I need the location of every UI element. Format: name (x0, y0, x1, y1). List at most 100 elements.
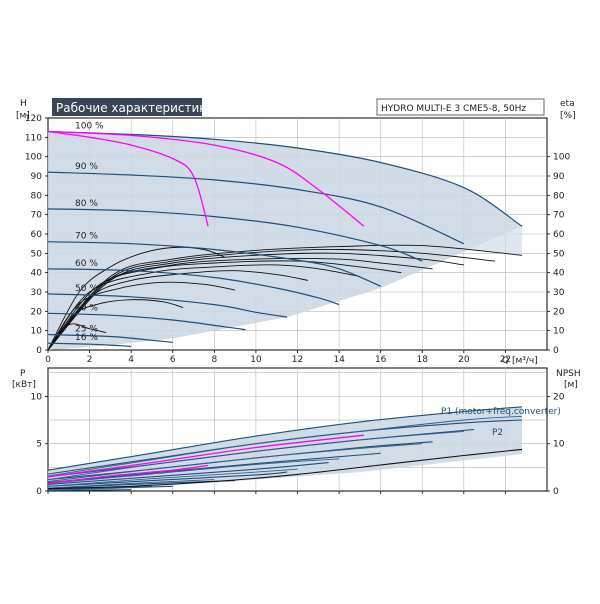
efficiency-curve (47, 264, 360, 351)
head-axis-unit: [м] (16, 111, 30, 121)
head-tick-label: 60 (31, 230, 43, 240)
head-tick-label: 50 (31, 249, 43, 259)
eta-axis-symbol: eta (560, 99, 575, 109)
npsh-curve (47, 448, 523, 490)
power-ticks-group: 0 5 10 0 10 20 (31, 392, 565, 497)
p1-annotation: P1 (motor+freq.converter) (441, 407, 561, 417)
efficiency-curve (47, 246, 225, 351)
p2-curve (47, 430, 464, 481)
power-axis-symbol: P (20, 369, 26, 379)
efficiency-curve (47, 244, 523, 351)
head-tick-label: 100 (25, 153, 42, 163)
speed-label: 50 % (75, 284, 98, 294)
head-tick-label: 10 (31, 327, 43, 337)
power-npsh-panel: 0 5 10 0 10 20 P [кВт] NPSH [м] P1 (motor+fre… (12, 367, 581, 497)
flow-tick-label: 8 (211, 355, 217, 365)
eta-tick-label: 100 (553, 153, 570, 163)
speed-label: 40 % (75, 303, 98, 313)
head-ticks-group: 0 2 4 6 8 10 12 14 16 18 20 22 0 10 20 30 40 50 60 70 80 90 10… (25, 114, 571, 365)
efficiency-curve (47, 323, 107, 351)
head-tick-label: 20 (31, 307, 43, 317)
npsh-tick-label: 0 (553, 487, 559, 497)
efficiency-curve (47, 252, 464, 351)
npsh-tick-label: 10 (553, 440, 565, 450)
p2-curve (47, 468, 298, 487)
head-tick-label: 120 (25, 114, 42, 124)
head-tick-label: 110 (25, 133, 42, 143)
npsh-axis-symbol: NPSH (556, 369, 581, 379)
p2-curve (47, 443, 423, 482)
p1-curve (47, 462, 329, 485)
speed-label: 70 % (75, 232, 98, 242)
flow-tick-label: 18 (417, 355, 429, 365)
flow-tick-label: 6 (170, 355, 176, 365)
flow-tick-label: 16 (375, 355, 387, 365)
power-tick-label: 0 (36, 487, 42, 497)
eta-tick-label: 90 (553, 172, 565, 182)
head-tick-label: 30 (31, 288, 43, 298)
eta-tick-label: 30 (553, 288, 565, 298)
p2-annotation: P2 (492, 428, 503, 438)
efficiency-envelope (48, 226, 522, 350)
head-envelope-group (48, 131, 522, 350)
eta-tick-label: 40 (553, 269, 565, 279)
efficiency-curves-group (47, 244, 523, 351)
model-label: HYDRO MULTI-E 3 CME5-8, 50Hz (381, 104, 526, 114)
p1-curve (47, 452, 381, 484)
flow-tick-label: 12 (292, 355, 303, 365)
npsh-axis-unit: [м] (564, 380, 578, 390)
highlighted-head-curve (47, 130, 209, 227)
head-curve (47, 342, 132, 348)
speed-label: 90 % (75, 162, 98, 172)
chart-title: Рабочие характеристики (56, 101, 214, 115)
efficiency-curve (47, 281, 236, 351)
head-curve (47, 208, 423, 262)
p2-curve (47, 479, 215, 489)
highlighted-power-curve (47, 464, 209, 485)
head-curves-group (47, 130, 523, 348)
head-tick-label: 90 (31, 172, 43, 182)
eta-tick-label: 20 (553, 307, 565, 317)
speed-label: 80 % (75, 199, 98, 209)
head-axis-symbol: H (20, 99, 27, 109)
title-badge (52, 98, 202, 116)
efficiency-curve (47, 270, 308, 351)
p1-curve (47, 406, 523, 471)
head-curve (47, 333, 173, 343)
head-curve (47, 268, 340, 306)
efficiency-curve (47, 260, 402, 351)
flow-axis-label: Q [м³/ч] (502, 356, 538, 366)
flow-tick-label: 10 (250, 355, 262, 365)
speed-label: 16 % (75, 333, 98, 343)
head-tick-label: 0 (36, 346, 42, 356)
eta-axis-unit: [%] (560, 111, 576, 121)
head-curve (47, 241, 381, 287)
npsh-tick-label: 20 (553, 392, 565, 402)
eta-tick-label: 10 (553, 327, 565, 337)
flow-tick-label: 14 (333, 355, 345, 365)
head-curve (47, 171, 465, 245)
flow-tick-label: 22 (500, 355, 511, 365)
p2-curve (47, 415, 523, 477)
head-tick-label: 80 (31, 191, 43, 201)
power-axis-unit: [кВт] (12, 380, 36, 390)
efficiency-curve (47, 299, 184, 351)
speed-labels-group: 100 % 90 % 80 % 70 % 60 % 50 % 40 % 25 %16 % (75, 122, 104, 344)
head-curve (47, 130, 523, 227)
highlighted-head-curves-group (47, 130, 365, 227)
power-curves-group (47, 406, 523, 492)
speed-label: 100 % (75, 122, 104, 132)
highlighted-power-curve (47, 434, 365, 478)
p2-curve (47, 458, 340, 484)
eta-tick-label: 0 (553, 346, 559, 356)
model-label-box (376, 98, 545, 116)
head-efficiency-panel: 0 2 4 6 8 10 12 14 16 18 20 22 0 10 20 30 40 50 60 70 80 90 10… (16, 98, 576, 366)
power-tick-label: 10 (31, 392, 43, 402)
eta-tick-label: 70 (553, 211, 565, 221)
eta-tick-label: 80 (553, 191, 565, 201)
highlighted-head-curve (47, 130, 365, 227)
head-tick-label: 70 (31, 211, 43, 221)
head-curve (47, 312, 246, 331)
